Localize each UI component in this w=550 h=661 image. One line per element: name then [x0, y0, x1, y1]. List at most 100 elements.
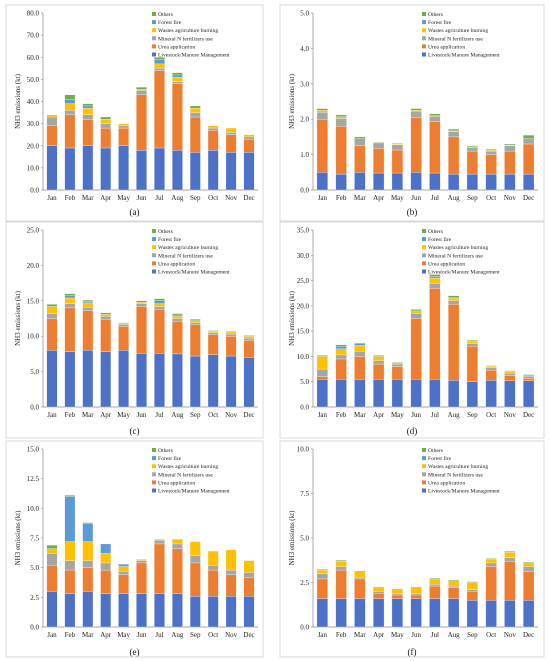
x-tick-label: Oct	[208, 631, 218, 639]
y-tick-label: 0.0	[300, 187, 309, 195]
x-tick-label: Nov	[504, 411, 517, 419]
bar-segment	[136, 353, 147, 408]
x-tick-label: May	[391, 194, 404, 202]
x-tick-label: Sep	[467, 631, 478, 639]
bar-segment	[410, 117, 422, 173]
legend-swatch	[422, 261, 426, 266]
bar-segment	[189, 320, 201, 323]
bar-segment	[118, 326, 129, 351]
bar-segment	[466, 381, 478, 408]
bar-segment	[466, 150, 478, 175]
x-tick-label: Sep	[467, 194, 478, 202]
bar-segment	[523, 571, 535, 601]
bar-segment	[485, 600, 497, 628]
bar-segment	[410, 313, 422, 319]
bar-segment	[243, 572, 255, 578]
legend-entry: Livestock/Manure Management	[428, 53, 500, 59]
bar-segment	[118, 593, 129, 628]
bar-segment	[354, 356, 366, 380]
bar-segment	[100, 119, 112, 124]
bar-segment	[335, 348, 347, 356]
x-tick-label: Oct	[208, 411, 218, 419]
bar-segment	[118, 574, 129, 594]
bar-segment	[118, 127, 129, 146]
bar-segment	[429, 577, 441, 580]
bar-segment	[523, 380, 535, 408]
x-tick-label: Jun	[137, 411, 147, 419]
panel-frame	[279, 221, 545, 439]
bar-segment	[410, 309, 422, 312]
bar-segment	[485, 149, 497, 151]
bar-segment	[448, 304, 460, 381]
y-tick-label: 20.0	[27, 262, 40, 270]
y-tick-label: 25.0	[297, 277, 310, 285]
bar-segment	[82, 560, 94, 568]
bar-segment	[523, 562, 535, 567]
x-tick-label: Jan	[318, 194, 328, 202]
legend-swatch	[422, 253, 426, 258]
bar-segment	[136, 86, 147, 90]
bar-segment	[391, 598, 403, 628]
bar-segment	[189, 107, 201, 113]
bar-segment	[46, 114, 58, 118]
bar-segment	[172, 543, 183, 549]
x-tick-label: May	[117, 411, 130, 419]
bar-segment	[335, 354, 347, 360]
bar-segment	[335, 346, 347, 349]
bar-segment	[466, 343, 478, 347]
y-tick-label: 0.0	[30, 404, 39, 412]
x-tick-label: Oct	[486, 631, 496, 639]
y-tick-label: 12.5	[27, 475, 40, 483]
x-tick-label: May	[117, 631, 130, 639]
x-tick-label: Nov	[504, 194, 517, 202]
x-tick-label: Aug	[171, 411, 184, 419]
bar-segment	[410, 593, 422, 596]
bar-segment	[154, 539, 165, 541]
bar-segment	[82, 567, 94, 592]
bar-segment	[46, 350, 58, 408]
x-tick-label: Aug	[448, 194, 461, 202]
x-tick-label: Jul	[155, 194, 163, 202]
bar-segment	[391, 594, 403, 599]
bar-segment	[225, 331, 237, 333]
legend-entry: Mineral N fertilizers use	[428, 35, 483, 42]
bar-segment	[154, 68, 165, 71]
bar-segment	[504, 600, 516, 628]
bar-segment	[429, 379, 441, 408]
bar-segment	[354, 351, 366, 357]
bar-segment	[118, 123, 129, 126]
bar-segment	[100, 116, 112, 120]
x-tick-label: Sep	[467, 411, 478, 419]
y-tick-label: 20.0	[27, 142, 40, 150]
bar-segment	[46, 306, 58, 314]
y-tick-label: 4.0	[300, 45, 309, 53]
bar-segment	[172, 150, 183, 191]
chart-panel: 0.0 1.0 2.0 3.0 4.0 5.0 NH3 emissions (kt) Jan F…	[279, 4, 545, 222]
bar-segment	[172, 539, 183, 545]
bar-segment	[118, 322, 129, 324]
bar-segment	[410, 108, 422, 111]
bar-segment	[100, 593, 112, 628]
legend-entry: Livestock/Manure Management	[428, 489, 500, 495]
bar-segment	[225, 134, 237, 153]
bar-segment	[335, 116, 347, 119]
x-tick-label: Nov	[504, 631, 517, 639]
bar-segment	[504, 380, 516, 408]
bar-segment	[410, 587, 422, 594]
legend-entry: Others	[428, 448, 443, 454]
x-tick-label: Mar	[354, 411, 366, 419]
legend-entry: Wastes agriculture burning	[428, 464, 488, 470]
bar-segment	[485, 558, 497, 560]
y-tick-label: 0.0	[300, 404, 309, 412]
bar-segment	[316, 110, 328, 113]
y-tick-label: 30.0	[27, 120, 40, 128]
bar-segment	[523, 561, 535, 564]
bar-segment	[354, 345, 366, 352]
legend-swatch	[152, 480, 156, 485]
bar-segment	[64, 569, 76, 594]
bar-segment	[225, 569, 237, 575]
bar-segment	[100, 562, 112, 571]
bar-segment	[225, 595, 237, 628]
bar-segment	[136, 90, 147, 96]
bar-segment	[172, 81, 183, 84]
